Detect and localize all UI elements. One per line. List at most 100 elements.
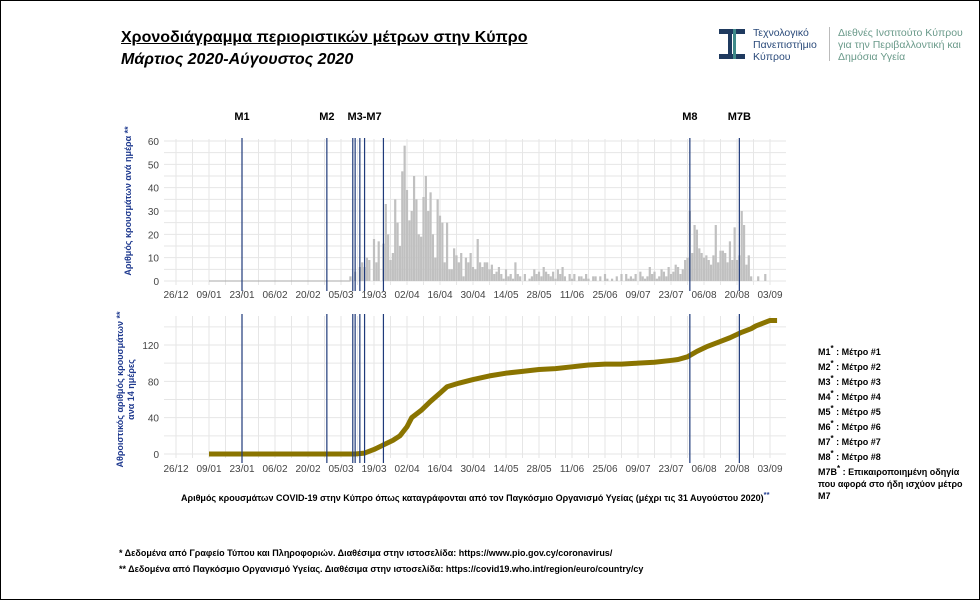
page-title: Χρονοδιάγραμμα περιοριστικών μέτρων στην… [121, 29, 528, 46]
bar [429, 192, 432, 281]
x-tick-label: 06/02 [262, 290, 287, 301]
bar [365, 257, 369, 281]
bar [561, 267, 564, 281]
bar [460, 253, 463, 281]
legend-star: * [830, 419, 834, 428]
legend-item: M7B* : Επικαιροποιημένη οδηγία που αφορά… [818, 463, 968, 502]
x-tick-label: 09/01 [196, 464, 221, 475]
legend: M1* : Μέτρο #1 M2* : Μέτρο #2 M3* : Μέτρο … [818, 343, 968, 502]
bar [615, 276, 618, 281]
x-tick-label: 23/07 [658, 464, 683, 475]
bar [540, 276, 543, 281]
bar [405, 190, 409, 281]
x-tick-label: 26/12 [163, 290, 188, 301]
measure-label: M8 [682, 111, 697, 123]
bar [368, 260, 371, 281]
bar [387, 234, 390, 281]
bar [467, 262, 470, 281]
bar [731, 260, 734, 281]
bar [709, 264, 713, 281]
y-tick-label: 120 [142, 341, 159, 352]
cumulative-line [209, 317, 778, 457]
y-tick-label: 10 [148, 254, 160, 265]
bar [740, 211, 743, 281]
bar [684, 260, 687, 281]
caption-mark: ** [763, 490, 770, 499]
legend-item: M4* : Μέτρο #4 [818, 388, 968, 403]
x-tick-label: 03/09 [757, 290, 782, 301]
x-tick-label: 16/04 [427, 290, 452, 301]
bar [537, 271, 541, 281]
x-tick-label: 20/08 [724, 290, 749, 301]
legend-star: * [830, 434, 834, 443]
bar [757, 276, 760, 281]
x-tick-label: 14/05 [493, 290, 518, 301]
bar [410, 211, 413, 281]
legend-code: M8 [818, 452, 831, 462]
bar [403, 145, 406, 281]
bar [698, 248, 701, 281]
y-tick-label: 30 [148, 207, 160, 218]
bar [549, 276, 552, 281]
bar [629, 276, 633, 281]
x-tick-label: 19/03 [361, 290, 386, 301]
legend-text: : Μέτρο #5 [833, 407, 881, 417]
bar [516, 274, 519, 281]
x-tick-label: 30/04 [460, 290, 485, 301]
bar [568, 274, 571, 281]
bar [674, 264, 677, 281]
legend-star: * [830, 449, 834, 458]
bar [533, 269, 536, 281]
x-tick-label: 28/05 [526, 464, 551, 475]
legend-text: : Μέτρο #1 [833, 347, 881, 357]
x-tick-label: 05/03 [328, 290, 353, 301]
y-tick-label: 40 [148, 184, 160, 195]
legend-item: M1* : Μέτρο #1 [818, 343, 968, 358]
bar [493, 274, 496, 281]
bar [375, 262, 378, 281]
charts: 0 10 20 30 40 50 60 26/12 09/01 23/01 06/02 20/02 05… [115, 111, 786, 475]
bar [443, 262, 446, 281]
bar [396, 222, 399, 281]
bar [717, 262, 720, 281]
y-tick-label: 0 [153, 450, 159, 461]
bar [724, 253, 727, 281]
bar [691, 253, 694, 281]
bar [554, 278, 557, 281]
legend-code: M7 [818, 437, 831, 447]
bar [462, 276, 465, 281]
bar [450, 269, 453, 281]
legend-item: M7* : Μέτρο #7 [818, 433, 968, 448]
university-logo-icon [719, 27, 745, 61]
bar [394, 199, 397, 281]
x-tick-label: 16/04 [427, 464, 452, 475]
y-tick-label: 50 [148, 160, 160, 171]
bar [377, 241, 380, 281]
bar [641, 276, 644, 281]
bar [582, 278, 585, 281]
caption-text: Αριθμός κρουσμάτων COVID-19 στην Κύπρο ό… [181, 493, 764, 503]
bar [408, 220, 411, 281]
legend-text: : Μέτρο #7 [833, 437, 881, 447]
measure-label: M2 [319, 111, 334, 123]
bar [431, 234, 435, 281]
legend-star: * [830, 344, 834, 353]
bar [488, 269, 491, 281]
x-tick-label: 11/06 [560, 464, 585, 475]
bar [471, 267, 475, 281]
bar [504, 269, 508, 281]
measure-group-label: M3-M7 [347, 111, 381, 123]
bar [676, 267, 680, 281]
bar [530, 276, 534, 281]
legend-text: : Μέτρο #6 [833, 422, 881, 432]
bar [665, 276, 668, 281]
bar [401, 171, 404, 281]
legend-star: * [830, 374, 834, 383]
y-tick-label: 20 [148, 230, 160, 241]
bar [580, 276, 583, 281]
bar [745, 264, 748, 281]
bar [620, 274, 623, 281]
bar [391, 253, 394, 281]
x-tick-label: 19/03 [361, 464, 386, 475]
